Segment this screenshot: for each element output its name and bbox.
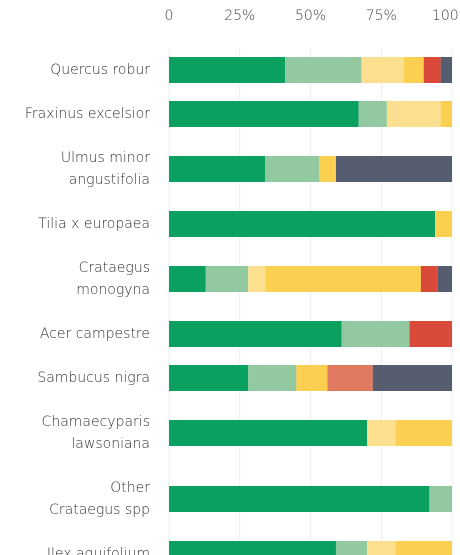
bar-segment (372, 365, 452, 391)
category-label: angustifolia (69, 172, 150, 188)
bar-segment (318, 156, 336, 182)
bar-segment (296, 365, 328, 391)
category-label: Quercus robur (50, 62, 150, 78)
bar-segment (205, 266, 249, 292)
bar-segment (248, 266, 266, 292)
category-label: Chamaecyparis (42, 414, 150, 430)
bar-segment (367, 420, 396, 446)
category-label: monogyna (76, 282, 150, 298)
bar-segment (361, 57, 404, 83)
category-label: Acer campestre (40, 326, 150, 342)
bar-segment (169, 420, 368, 446)
x-tick-label: 75% (366, 8, 397, 24)
bar-segment (367, 541, 396, 555)
category-label: Sambucus nigra (37, 370, 150, 386)
x-tick-label: 100% (432, 8, 460, 24)
bar-segment (440, 101, 452, 127)
category-label: Other (110, 480, 150, 496)
bar-segment (358, 101, 387, 127)
category-label: Ulmus minor (61, 150, 150, 166)
bar-segment (403, 57, 424, 83)
bar-segment (437, 266, 452, 292)
x-tick-label: 0 (165, 8, 174, 24)
bar-segment (169, 211, 436, 237)
bar-segment (395, 420, 452, 446)
bar-segment (335, 541, 368, 555)
bar-segment (169, 57, 286, 83)
bar-segment (169, 156, 266, 182)
bar-segment (409, 321, 452, 347)
bar-segment (169, 101, 359, 127)
bar-segment (435, 211, 452, 237)
bar-segment (265, 156, 319, 182)
bar-segment (386, 101, 441, 127)
bar-segment (335, 156, 452, 182)
x-tick-label: 50% (295, 8, 326, 24)
bar-segment (169, 321, 342, 347)
bar-segment (248, 365, 297, 391)
category-label: Ilex aquifolium (47, 546, 150, 555)
bar-segment (395, 541, 452, 555)
x-tick-label: 25% (224, 8, 255, 24)
bar-segment (423, 57, 441, 83)
bar-segment (169, 266, 206, 292)
bar-segment (429, 486, 452, 512)
bar-segment (169, 365, 249, 391)
category-label: Tilia x europaea (38, 216, 150, 232)
bar-segment (327, 365, 373, 391)
bar-segment (285, 57, 362, 83)
bar-segment (169, 541, 336, 555)
category-label: Fraxinus excelsior (25, 106, 150, 122)
category-label: Crataegus spp (49, 502, 150, 518)
bar-segment (420, 266, 438, 292)
bar-segment (440, 57, 452, 83)
bar-segment (265, 266, 421, 292)
bar-segment (341, 321, 410, 347)
bar-segment (169, 486, 430, 512)
category-label: Crataegus (79, 260, 150, 276)
category-label: lawsoniana (71, 436, 150, 452)
